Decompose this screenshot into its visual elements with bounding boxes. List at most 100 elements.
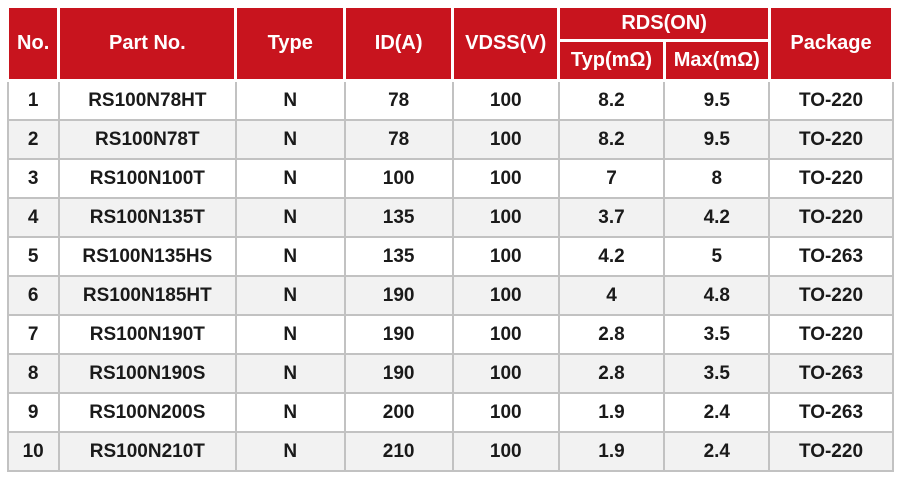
cell-typ-mohm: 4.2 [557,236,666,277]
table-header: No. Part No. Type ID(A) VDSS(V) RDS(ON) … [5,5,895,82]
table-row: 10 RS100N210T N 210 100 1.9 2.4 TO-220 [6,431,894,472]
header-row-top: No. Part No. Type ID(A) VDSS(V) RDS(ON) … [5,5,895,82]
cell-no: 4 [6,197,60,238]
cell-vdss-v: 100 [451,119,560,160]
cell-type: N [234,353,346,394]
cell-no: 3 [6,158,60,199]
cell-vdss-v: 100 [451,158,560,199]
cell-no: 2 [6,119,60,160]
cell-type: N [234,197,346,238]
cell-max-mohm: 9.5 [663,119,771,160]
table-row: 9 RS100N200S N 200 100 1.9 2.4 TO-263 [6,392,894,433]
cell-typ-mohm: 4 [557,275,666,316]
cell-no: 8 [6,353,60,394]
cell-typ-mohm: 2.8 [557,353,666,394]
cell-package: TO-220 [768,275,894,316]
cell-type: N [234,275,346,316]
col-header-no: No. [5,5,61,82]
col-header-vdss-v: VDSS(V) [451,5,561,82]
cell-max-mohm: 2.4 [663,431,771,472]
cell-part-no: RS100N210T [57,431,237,472]
col-header-rds-on: RDS(ON) [557,5,771,42]
col-header-package: Package [767,5,895,82]
cell-max-mohm: 5 [663,236,771,277]
cell-part-no: RS100N100T [57,158,237,199]
cell-part-no: RS100N190T [57,314,237,355]
cell-vdss-v: 100 [451,236,560,277]
table-row: 4 RS100N135T N 135 100 3.7 4.2 TO-220 [6,197,894,238]
header-row-sub: Typ(mΩ) Max(mΩ) [8,39,893,82]
cell-type: N [234,431,346,472]
cell-vdss-v: 100 [451,197,560,238]
cell-typ-mohm: 8.2 [557,119,666,160]
cell-id-a: 190 [343,353,454,394]
cell-package: TO-263 [768,236,894,277]
cell-no: 6 [6,275,60,316]
cell-id-a: 210 [343,431,454,472]
cell-part-no: RS100N185HT [57,275,237,316]
cell-package: TO-220 [768,79,894,121]
cell-typ-mohm: 1.9 [557,392,666,433]
cell-max-mohm: 4.2 [663,197,771,238]
cell-typ-mohm: 3.7 [557,197,666,238]
cell-max-mohm: 9.5 [663,79,771,121]
table-row: 3 RS100N100T N 100 100 7 8 TO-220 [6,158,894,199]
cell-vdss-v: 100 [451,275,560,316]
cell-id-a: 78 [343,119,454,160]
cell-vdss-v: 100 [451,314,560,355]
cell-package: TO-220 [768,431,894,472]
cell-no: 1 [6,79,60,121]
cell-max-mohm: 3.5 [663,314,771,355]
cell-package: TO-220 [768,119,894,160]
cell-no: 7 [6,314,60,355]
cell-vdss-v: 100 [451,353,560,394]
cell-no: 10 [6,431,60,472]
col-header-typ-mohm: Typ(mΩ) [557,39,666,82]
cell-type: N [234,314,346,355]
cell-max-mohm: 8 [663,158,771,199]
cell-id-a: 190 [343,275,454,316]
cell-package: TO-263 [768,353,894,394]
cell-vdss-v: 100 [451,79,560,121]
cell-typ-mohm: 2.8 [557,314,666,355]
cell-part-no: RS100N135T [57,197,237,238]
table-row: 6 RS100N185HT N 190 100 4 4.8 TO-220 [6,275,894,316]
cell-type: N [234,158,346,199]
cell-id-a: 190 [343,314,454,355]
cell-max-mohm: 4.8 [663,275,771,316]
cell-type: N [234,236,346,277]
cell-package: TO-220 [768,158,894,199]
table-row: 5 RS100N135HS N 135 100 4.2 5 TO-263 [6,236,894,277]
col-header-part-no: Part No. [57,5,238,82]
cell-part-no: RS100N190S [57,353,237,394]
table-row: 1 RS100N78HT N 78 100 8.2 9.5 TO-220 [6,79,894,121]
cell-part-no: RS100N78T [57,119,237,160]
cell-part-no: RS100N135HS [57,236,237,277]
cell-no: 9 [6,392,60,433]
cell-no: 5 [6,236,60,277]
cell-max-mohm: 2.4 [663,392,771,433]
cell-typ-mohm: 8.2 [557,79,666,121]
table-body: 1 RS100N78HT N 78 100 8.2 9.5 TO-220 2 RS100N78T N… [6,79,894,472]
col-header-max-mohm: Max(mΩ) [662,39,771,82]
cell-typ-mohm: 7 [557,158,666,199]
cell-part-no: RS100N78HT [57,79,237,121]
col-header-type: Type [234,5,347,82]
cell-package: TO-220 [768,314,894,355]
cell-type: N [234,392,346,433]
col-header-id-a: ID(A) [343,5,455,82]
cell-package: TO-263 [768,392,894,433]
cell-part-no: RS100N200S [57,392,237,433]
table-row: 8 RS100N190S N 190 100 2.8 3.5 TO-263 [6,353,894,394]
cell-id-a: 135 [343,197,454,238]
cell-id-a: 200 [343,392,454,433]
mosfet-spec-table: No. Part No. Type ID(A) VDSS(V) RDS(ON) … [5,5,895,472]
cell-vdss-v: 100 [451,392,560,433]
cell-type: N [234,79,346,121]
cell-id-a: 100 [343,158,454,199]
cell-package: TO-220 [768,197,894,238]
cell-id-a: 135 [343,236,454,277]
cell-type: N [234,119,346,160]
cell-id-a: 78 [343,79,454,121]
